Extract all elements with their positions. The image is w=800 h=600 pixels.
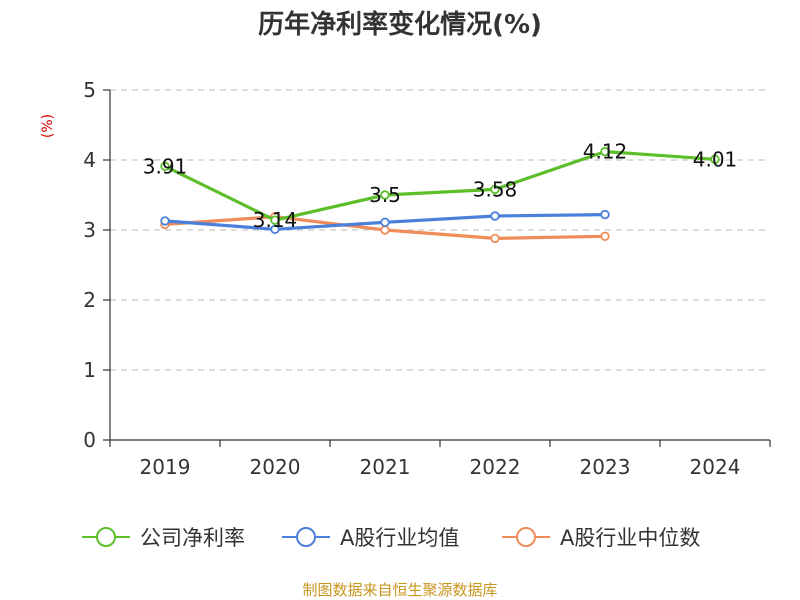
data-point — [380, 225, 390, 235]
chart-title: 历年净利率变化情况(%) — [258, 9, 542, 40]
data-point — [710, 154, 720, 164]
x-tick-label: 2023 — [580, 455, 631, 479]
legend-label: A股行业均值 — [340, 526, 459, 550]
source-note: 制图数据来自恒生聚源数据库 — [302, 581, 497, 599]
data-label: 3.5 — [369, 183, 401, 207]
legend-item[interactable]: A股行业均值 — [282, 526, 459, 550]
y-tick-label: 5 — [83, 78, 96, 102]
legend: 公司净利率 A股行业均值 A股行业中位数 — [82, 526, 700, 550]
series-0 — [160, 146, 720, 225]
x-tick-label: 2020 — [250, 455, 301, 479]
data-point — [160, 161, 170, 171]
legend-marker-icon — [516, 527, 536, 547]
legend-item[interactable]: 公司净利率 — [82, 526, 245, 550]
data-point — [490, 184, 500, 195]
data-point — [270, 215, 280, 225]
data-label: 3.91 — [143, 154, 188, 178]
grid-lines — [110, 89, 770, 371]
data-point — [380, 190, 390, 200]
series-2 — [160, 211, 610, 244]
x-tick-label: 2022 — [470, 455, 521, 479]
data-point — [160, 216, 170, 226]
y-tick-label: 2 — [83, 288, 96, 312]
series-1 — [160, 209, 610, 234]
axes: 0 1 2 3 4 5 2019 2020 2021 2022 2023 2024 — [83, 78, 771, 479]
legend-item[interactable]: A股行业中位数 — [502, 526, 700, 550]
data-label: 3.14 — [253, 208, 298, 232]
data-point — [270, 224, 280, 234]
y-tick-label: 3 — [83, 218, 96, 242]
x-tick-label: 2019 — [140, 455, 191, 479]
x-tick-label: 2021 — [360, 455, 411, 479]
series-line — [164, 150, 716, 222]
y-tick-label: 4 — [83, 148, 96, 172]
data-point — [600, 209, 610, 220]
legend-label: A股行业中位数 — [560, 526, 700, 550]
data-point — [490, 211, 500, 221]
data-label: 3.58 — [473, 177, 518, 201]
legend-marker-icon — [296, 527, 316, 547]
y-tick-label: 1 — [83, 358, 96, 382]
data-point — [490, 233, 500, 244]
legend-label: 公司净利率 — [140, 526, 245, 550]
series-layer: 3.91 3.14 3.5 3.58 4.12 4.01 — [143, 140, 738, 244]
data-point — [380, 217, 390, 227]
data-label: 4.12 — [583, 140, 628, 164]
legend-marker-icon — [96, 527, 116, 547]
x-tick-label: 2024 — [690, 455, 741, 479]
y-tick-label: 0 — [83, 428, 96, 452]
data-point — [600, 231, 610, 241]
data-point — [600, 146, 610, 157]
y-axis-label: (%) — [40, 114, 56, 138]
data-label: 4.01 — [693, 147, 738, 171]
